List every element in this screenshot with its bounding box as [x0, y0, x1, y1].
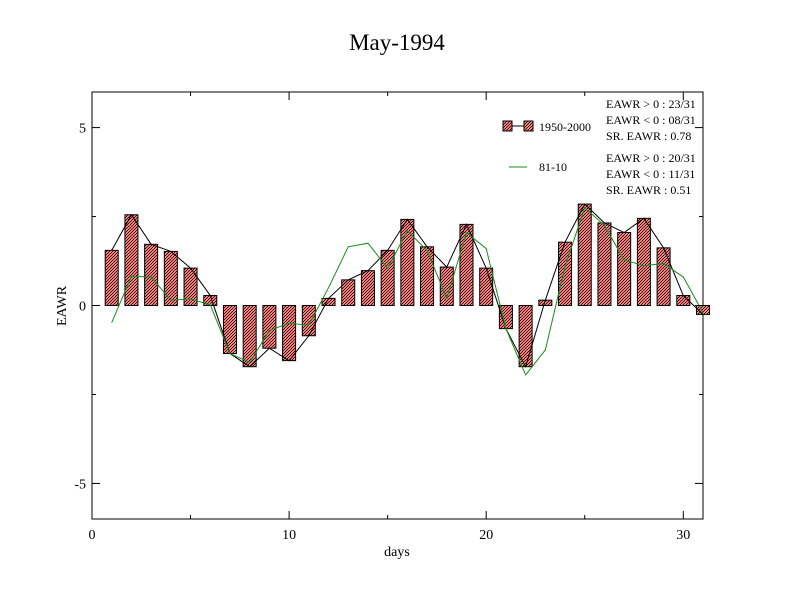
legend: 1950-2000 81-10 — [502, 120, 591, 174]
legend-swatch-1950-2000 — [502, 120, 513, 132]
bar-day-3 — [144, 243, 159, 307]
ticks-layer: 0 10 20 30 -5 0 5 — [74, 92, 703, 543]
bar-day-7 — [222, 305, 237, 355]
y-tick-label: 5 — [79, 122, 86, 137]
bar-day-1 — [104, 249, 119, 307]
x-tick-label: 20 — [479, 528, 493, 543]
bar-day-9 — [262, 305, 277, 349]
bar-day-10 — [282, 305, 297, 362]
bar-day-17 — [420, 246, 435, 306]
bar-day-27 — [617, 232, 632, 306]
stats-annotation: EAWR < 0 : 08/31 — [606, 113, 696, 127]
legend-label-81-10: 81-10 — [539, 160, 567, 174]
stats-annotation: SR. EAWR : 0.51 — [606, 183, 691, 197]
chart-title: May-1994 — [349, 30, 445, 55]
bar-day-26 — [597, 222, 612, 306]
bar-day-16 — [400, 218, 415, 306]
lines-layer — [111, 203, 704, 376]
bar-day-11 — [301, 305, 316, 337]
x-tick-label: 10 — [282, 528, 296, 543]
y-tick-label: -5 — [74, 477, 86, 492]
bar-day-20 — [479, 267, 494, 307]
bar-day-2 — [124, 214, 139, 306]
stats-annotation: EAWR > 0 : 20/31 — [606, 151, 696, 165]
series-line-1950-2000 — [111, 203, 704, 369]
y-axis-label: EAWR — [55, 285, 70, 326]
bars-layer — [104, 203, 711, 368]
bar-day-29 — [656, 247, 671, 306]
legend-swatch-1950-2000 — [523, 120, 534, 132]
series-line-81-10 — [111, 206, 704, 376]
legend-label-1950-2000: 1950-2000 — [539, 120, 591, 134]
annotations: EAWR > 0 : 23/31 EAWR < 0 : 08/31 SR. EAWR… — [606, 97, 696, 197]
y-tick-label: 0 — [79, 300, 86, 315]
bar-day-25 — [577, 203, 592, 306]
bar-day-31 — [696, 305, 711, 315]
bar-day-8 — [242, 305, 257, 368]
x-tick-label: 30 — [676, 528, 690, 543]
x-tick-label: 0 — [89, 528, 96, 543]
stats-annotation: EAWR < 0 : 11/31 — [606, 167, 695, 181]
stats-annotation: SR. EAWR : 0.78 — [606, 129, 691, 143]
bar-day-14 — [360, 270, 375, 307]
bar-day-28 — [636, 217, 651, 307]
bar-day-4 — [163, 250, 178, 307]
stats-annotation: EAWR > 0 : 23/31 — [606, 97, 696, 111]
x-axis-label: days — [384, 545, 410, 560]
